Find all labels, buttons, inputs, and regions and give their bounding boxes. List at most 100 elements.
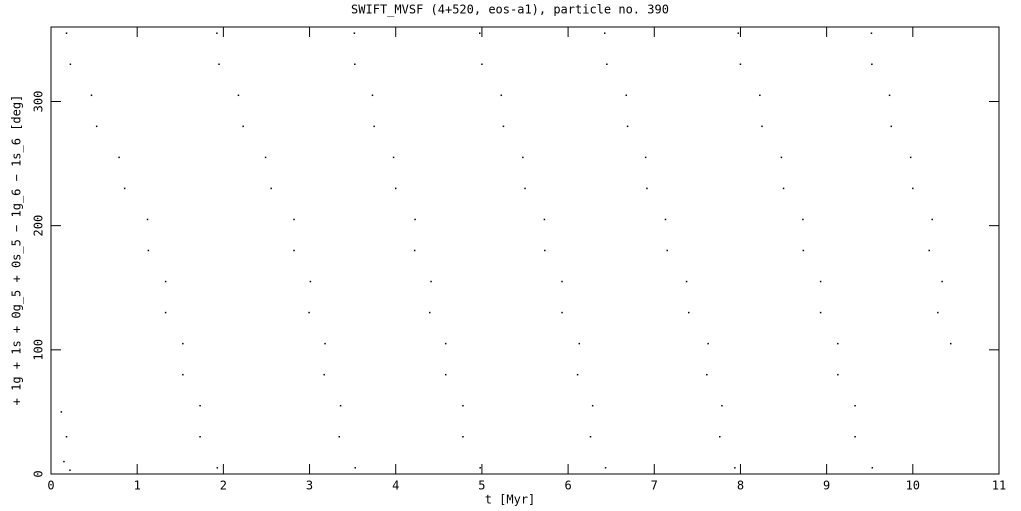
point — [90, 94, 93, 97]
point — [479, 467, 481, 469]
point — [644, 156, 647, 159]
point — [802, 249, 805, 252]
point — [626, 125, 629, 128]
point — [737, 32, 740, 34]
point — [666, 249, 668, 252]
point — [761, 125, 763, 128]
point — [69, 63, 72, 65]
point — [65, 436, 68, 438]
point — [430, 280, 432, 283]
point — [339, 404, 342, 407]
point — [543, 218, 546, 221]
point — [309, 280, 312, 283]
point — [591, 404, 594, 407]
point — [324, 342, 326, 345]
x-tick-label: 11 — [992, 479, 1006, 493]
point — [664, 218, 667, 221]
point — [854, 436, 856, 438]
point — [890, 125, 893, 128]
point — [147, 249, 150, 252]
point — [293, 249, 295, 252]
point — [394, 187, 397, 190]
point — [218, 63, 220, 65]
point — [392, 156, 395, 159]
point — [578, 342, 581, 345]
point — [462, 436, 464, 438]
y-tick-label: 0 — [32, 470, 46, 477]
point — [759, 94, 761, 97]
chart-title: SWIFT_MVSF (4+520, eos-a1), particle no.… — [351, 3, 669, 17]
point — [95, 125, 98, 128]
point — [373, 125, 375, 128]
point — [871, 63, 873, 65]
x-tick-label: 5 — [478, 479, 485, 493]
point — [264, 156, 267, 159]
point — [481, 63, 483, 65]
point — [576, 373, 579, 376]
point — [707, 342, 709, 345]
point — [544, 249, 546, 252]
x-axis-label: t [Myr] — [485, 493, 536, 507]
point — [706, 373, 708, 376]
point — [444, 373, 447, 376]
point — [802, 218, 804, 221]
point — [589, 436, 592, 438]
y-axis-label: + 1g + 1s + 0g_5 + 0s_5 − 1g_6 − 1s_6 [d… — [10, 95, 24, 406]
point — [146, 218, 149, 221]
point — [780, 156, 783, 159]
x-tick-label: 9 — [823, 479, 830, 493]
point — [371, 94, 374, 97]
point — [561, 280, 563, 283]
point — [719, 436, 721, 438]
x-tick-label: 1 — [134, 479, 141, 493]
x-tick-label: 10 — [906, 479, 920, 493]
point — [871, 467, 874, 469]
point — [444, 342, 447, 345]
x-tick-label: 4 — [392, 479, 399, 493]
point — [164, 280, 167, 283]
point — [65, 32, 68, 34]
point — [685, 280, 688, 283]
point — [909, 156, 912, 159]
point — [603, 32, 606, 34]
point — [237, 94, 240, 97]
point — [338, 436, 341, 438]
point — [118, 156, 120, 159]
point — [949, 342, 952, 345]
point — [912, 187, 914, 190]
point — [646, 187, 648, 190]
point — [837, 342, 839, 345]
point — [870, 32, 873, 34]
point — [413, 249, 416, 252]
point — [524, 187, 526, 190]
point — [164, 311, 167, 314]
point — [216, 467, 219, 469]
point — [182, 342, 184, 345]
point — [270, 187, 272, 190]
y-tick-label: 200 — [32, 215, 46, 237]
point — [928, 249, 930, 252]
point — [69, 469, 71, 472]
point — [502, 125, 505, 128]
point — [739, 63, 742, 65]
point — [854, 404, 856, 407]
point — [819, 311, 822, 314]
plot-frame — [50, 26, 1000, 475]
point — [522, 156, 524, 159]
point — [479, 32, 481, 34]
x-tick-label: 2 — [220, 479, 227, 493]
point — [837, 373, 839, 376]
point — [354, 63, 356, 65]
point — [199, 404, 201, 407]
point — [931, 218, 933, 221]
point — [353, 32, 356, 34]
y-tick-label: 300 — [32, 91, 46, 113]
point — [60, 411, 63, 413]
x-tick-label: 0 — [47, 479, 54, 493]
point — [782, 187, 785, 190]
point — [687, 311, 690, 314]
point — [888, 94, 891, 97]
point — [734, 467, 736, 469]
point — [354, 467, 356, 469]
